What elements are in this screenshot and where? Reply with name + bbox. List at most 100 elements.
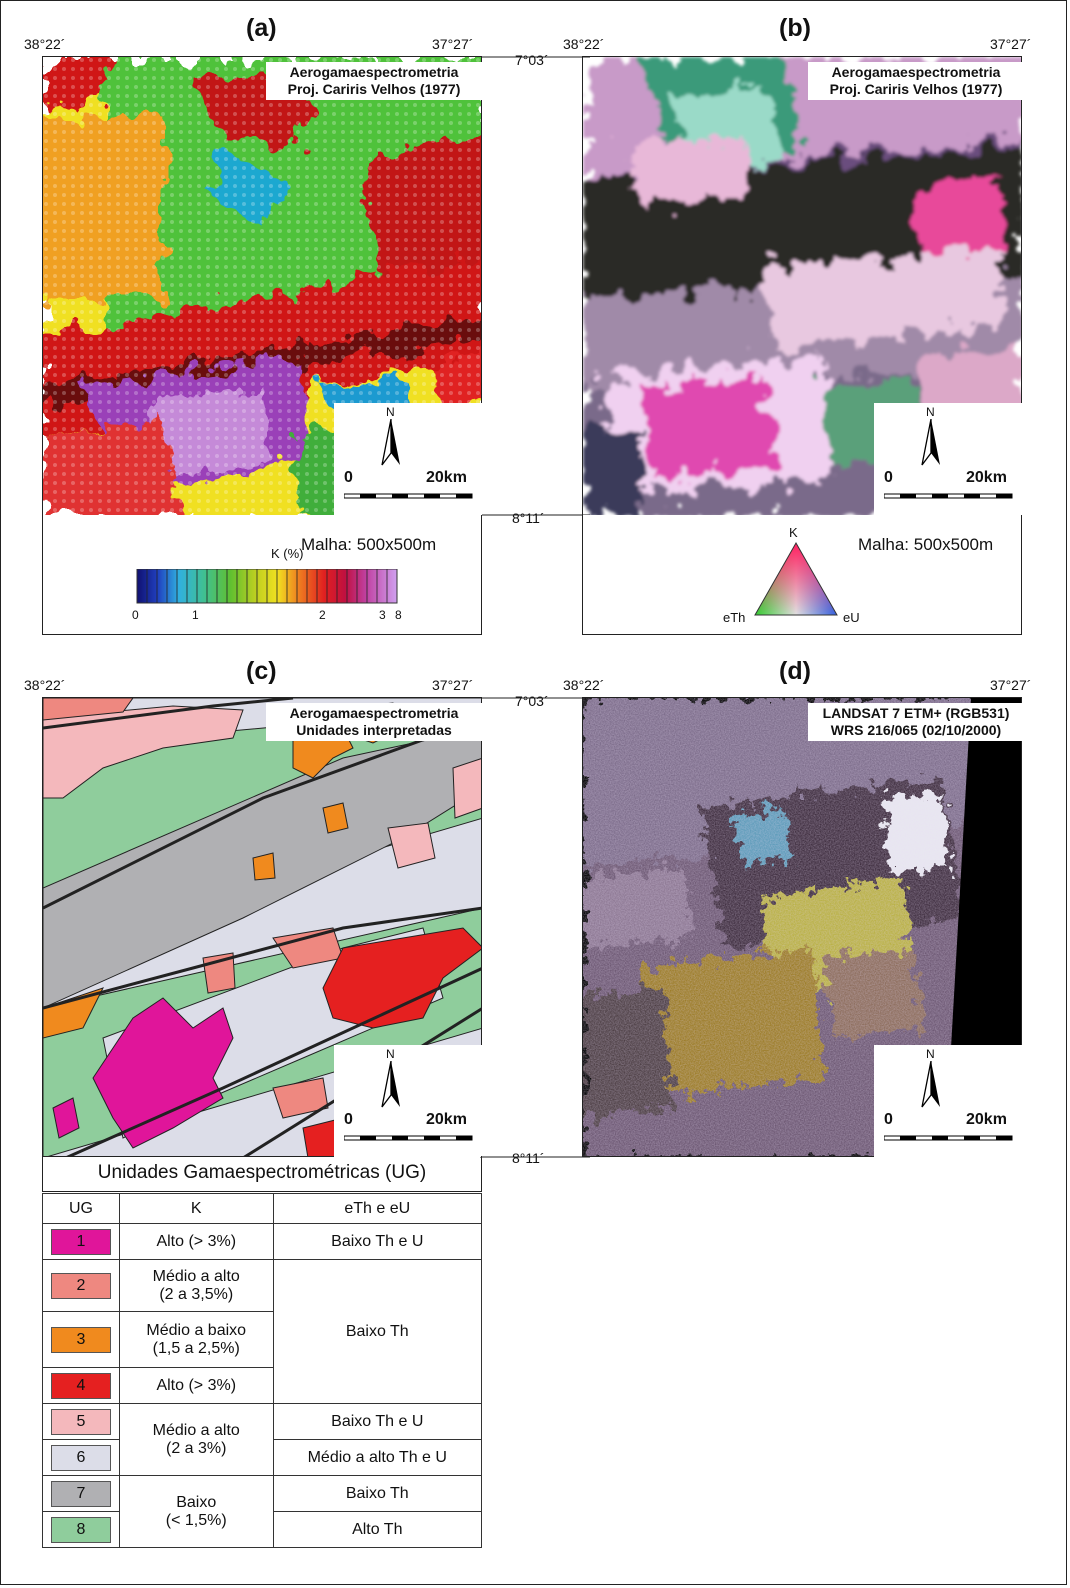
scale-zero: 0 (344, 469, 353, 486)
unit-5-cell: 5 (42, 1403, 120, 1440)
unit-6-swatch: 6 (50, 1444, 111, 1471)
unit-6-cell: 6 (42, 1439, 120, 1476)
panel-a-label: (a) (246, 14, 277, 42)
ternary-eth-label: eTh (723, 610, 746, 625)
unit-2-swatch: 2 (50, 1272, 111, 1299)
unit-7-cell: 7 (42, 1475, 120, 1512)
coord-east-d: 37°27´ (990, 677, 1032, 693)
scale-zero: 0 (344, 1111, 353, 1128)
panel-d-title-line1: LANDSAT 7 ETM+ (RGB531) (822, 705, 1010, 721)
panel-b-title-line2: Proj. Cariris Velhos (1977) (829, 81, 1003, 97)
scale-bar (344, 1135, 473, 1141)
unit-7-8-k-line1: Baixo (176, 1493, 217, 1511)
panel-b-legend: Malha: 500x500m K eTh eU (582, 515, 1022, 635)
coord-west-d: 38°22´ (563, 677, 605, 693)
scale-distance: 20km (966, 469, 1007, 486)
north-arrow-icon (921, 1061, 940, 1108)
unit-3-k: Médio a baixo (1,5 a 2,5%) (118, 1311, 274, 1368)
unit-4-cell: 4 (42, 1367, 120, 1404)
unit-1-cell: 1 (42, 1223, 120, 1260)
header-ug: UG (42, 1193, 120, 1224)
unit-5-6-k: Médio a alto (2 a 3%) (118, 1403, 274, 1476)
unit-3-cell: 3 (42, 1311, 120, 1368)
coord-west-a: 38°22´ (24, 36, 66, 52)
panel-d-title: LANDSAT 7 ETM+ (RGB531) WRS 216/065 (02/… (808, 703, 1024, 741)
panel-b-grid-spacing: Malha: 500x500m (858, 535, 994, 554)
unit-2-k: Médio a alto (2 a 3,5%) (118, 1259, 274, 1312)
north-arrow-icon (381, 1061, 400, 1108)
unit-8-cell: 8 (42, 1511, 120, 1548)
k-tick-2: 2 (319, 608, 326, 622)
panel-b-scale-box: N 0 20km (874, 403, 1022, 515)
scale-distance: 20km (426, 469, 467, 486)
k-color-scale (136, 569, 398, 604)
unit-5-th: Baixo Th e U (272, 1403, 483, 1440)
unit-5-6-k-line2: (2 a 3%) (166, 1439, 227, 1457)
coord-east-a: 37°27´ (432, 36, 474, 52)
panel-c-map (42, 697, 482, 1157)
unit-2-k-line2: (2 a 3,5%) (159, 1285, 234, 1303)
unit-8-th: Alto Th (272, 1511, 483, 1548)
scale-distance: 20km (426, 1111, 467, 1128)
panel-d-title-line2: WRS 216/065 (02/10/2000) (830, 722, 1002, 738)
panel-b-label: (b) (779, 14, 811, 42)
panel-b-title: Aerogamaespectrometria Proj. Cariris Vel… (808, 62, 1024, 100)
coord-west-b: 38°22´ (563, 36, 605, 52)
unit-3-k-line1: Médio a baixo (146, 1321, 247, 1339)
ternary-eu-label: eU (843, 610, 860, 625)
panel-c-title-line1: Aerogamaespectrometria (289, 705, 459, 721)
coord-south-top: 8°11´ (512, 510, 545, 526)
panel-c-title: Aerogamaespectrometria Unidades interpre… (266, 703, 482, 741)
scale-distance: 20km (966, 1111, 1007, 1128)
header-k: K (118, 1193, 274, 1224)
coord-south-bottom: 8°11´ (512, 1150, 545, 1166)
panel-a-map (42, 56, 482, 516)
coord-north-bottom: 7°03´ (515, 693, 549, 709)
unit-7-8-k: Baixo (< 1,5%) (118, 1475, 274, 1548)
units-map (43, 698, 481, 1156)
north-label: N (926, 1047, 935, 1061)
panel-d-label: (d) (779, 657, 811, 685)
coord-west-c: 38°22´ (24, 677, 66, 693)
coord-east-c: 37°27´ (432, 677, 474, 693)
panel-a-grid-spacing: Malha: 500x500m (301, 535, 437, 554)
header-eth-eu: eTh e eU (272, 1193, 483, 1224)
panel-a-legend: Malha: 500x500m K (%) (42, 515, 482, 635)
unit-8-swatch: 8 (50, 1516, 111, 1543)
panel-c-title-line2: Unidades interpretadas (296, 722, 452, 738)
panel-a-title-line1: Aerogamaespectrometria (289, 64, 459, 80)
scale-bar (884, 1135, 1013, 1141)
k-scale-title: K (%) (271, 546, 304, 561)
unit-7-swatch: 7 (50, 1480, 111, 1507)
k-tick-0: 0 (132, 608, 139, 622)
unit-2-4-th: Baixo Th (272, 1259, 483, 1404)
unit-6-th: Médio a alto Th e U (272, 1439, 483, 1476)
scale-zero: 0 (884, 1111, 893, 1128)
ternary-triangle (754, 541, 838, 616)
scale-zero: 0 (884, 469, 893, 486)
potassium-raster (43, 57, 481, 515)
unit-7-8-k-line2: (< 1,5%) (165, 1511, 227, 1529)
units-table: UG K eTh e eU 1 Alto (> 3%) Baixo Th e U… (42, 1193, 483, 1548)
unit-2-k-line1: Médio a alto (152, 1267, 240, 1285)
panel-d-scale-box: N 0 20km (874, 1045, 1022, 1157)
unit-3-swatch: 3 (50, 1326, 111, 1353)
unit-1-k: Alto (> 3%) (118, 1223, 274, 1260)
unit-4-swatch: 4 (50, 1372, 111, 1399)
panel-b-title-line1: Aerogamaespectrometria (831, 64, 1001, 80)
north-arrow-icon (381, 419, 400, 466)
coord-north-top: 7°03´ (515, 52, 549, 68)
north-label: N (386, 1047, 395, 1061)
panel-a-title-line2: Proj. Cariris Velhos (1977) (287, 81, 461, 97)
scale-bar (344, 493, 473, 499)
north-label: N (926, 405, 935, 419)
k-tick-3: 3 (379, 608, 386, 622)
unit-5-swatch: 5 (50, 1408, 111, 1435)
unit-1-swatch: 1 (50, 1228, 111, 1255)
unit-1-th: Baixo Th e U (272, 1223, 483, 1260)
k-tick-8: 8 (395, 608, 402, 622)
panel-c-label: (c) (246, 657, 277, 685)
north-label: N (386, 405, 395, 419)
